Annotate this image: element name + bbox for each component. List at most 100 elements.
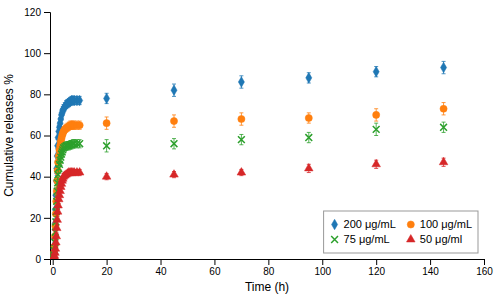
y-tick-mark [44,12,50,13]
y-tick-label: 100 [24,48,41,59]
x-tick-label: 140 [422,266,439,277]
series [50,157,448,259]
legend-item: 100 μg/mL [407,218,472,230]
y-tick-label: 80 [30,89,42,100]
y-tick-mark [44,53,50,54]
point [373,111,380,118]
point [305,114,312,121]
x-tick: 100 [314,259,331,277]
x-tick-label: 20 [102,266,114,277]
y-tick-mark [44,259,50,260]
x-tick-mark [53,259,54,265]
y-tick-mark [44,177,50,178]
legend-symbol [332,219,338,230]
x-tick-label: 40 [155,266,167,277]
x-tick-mark [376,259,377,265]
legend-label: 100 μg/mL [420,218,472,230]
point [103,120,110,127]
y-tick-label: 0 [35,254,41,265]
point [373,66,379,77]
legend-box [324,211,478,253]
x-tick: 160 [476,259,493,277]
x-axis-line [51,260,485,266]
plot: 0 20 40 60 80 100 120 140 160 0 20 40 60 80 100 120 200 … [24,7,493,277]
x-axis-title: Time (h) [245,280,289,294]
point [304,163,313,170]
point [441,62,447,73]
y-tick-label: 20 [30,213,42,224]
x-tick-mark [161,259,162,265]
x-tick-mark [268,259,269,265]
y-tick-label: 120 [24,7,41,18]
point [170,170,179,177]
legend-item: 200 μg/mL [332,218,396,230]
y-tick: 120 [24,7,50,18]
y-tick-label: 60 [30,130,42,141]
x-tick: 60 [209,259,221,277]
legend-label: 75 μg/mL [344,233,390,245]
chart-container: 0 20 40 60 80 100 120 140 160 0 20 40 60 80 100 120 200 … [0,0,500,297]
point [372,159,381,166]
point [103,142,110,149]
y-tick: 20 [30,213,50,224]
legend-item: 50 μg/ml [406,233,462,245]
point [76,140,83,147]
point [171,140,178,147]
x-tick-label: 160 [476,266,493,277]
series [50,122,447,259]
point [52,223,61,230]
legend-label: 50 μg/ml [420,233,462,245]
y-tick: 80 [30,89,50,100]
legend-symbol [407,221,414,228]
y-axis-title: Cumulative releases % [2,74,16,197]
point [170,118,177,125]
legend-item: 75 μg/mL [331,233,390,245]
x-tick: 120 [368,259,385,277]
y-tick-mark [44,94,50,95]
point [305,134,312,141]
x-tick-label: 120 [368,266,385,277]
point [237,168,246,175]
x-tick: 140 [422,259,439,277]
point [373,126,380,133]
x-axis: 0 20 40 60 80 100 120 140 160 [50,259,493,277]
point [440,124,447,131]
series [50,103,447,259]
y-axis-line [44,13,51,260]
x-tick-mark [322,259,323,265]
y-tick-label: 40 [30,171,42,182]
x-tick: 0 [50,259,56,277]
point [238,115,245,122]
y-tick: 0 [35,254,50,265]
point [75,168,84,175]
x-tick: 40 [155,259,167,277]
point [171,85,177,96]
x-tick-label: 60 [209,266,221,277]
chart: 0 20 40 60 80 100 120 140 160 0 20 40 60 80 100 120 200 … [0,0,500,297]
x-tick-label: 100 [314,266,331,277]
point [102,172,111,179]
y-tick-mark [44,218,50,219]
point [104,93,110,104]
legend-symbol [406,235,415,242]
series [50,61,447,259]
y-tick: 40 [30,171,50,182]
x-tick-label: 80 [263,266,275,277]
x-tick-mark [484,259,485,265]
legend-symbol [331,236,338,243]
point [238,136,245,143]
x-tick: 80 [263,259,275,277]
point [53,215,62,222]
x-tick-mark [214,259,215,265]
y-axis: 0 20 40 60 80 100 120 [24,7,50,265]
x-tick-mark [107,259,108,265]
point [238,77,244,88]
x-tick-label: 0 [50,266,56,277]
x-tick: 20 [102,259,114,277]
y-tick: 60 [30,130,50,141]
y-tick-mark [44,136,50,137]
y-tick: 100 [24,48,50,59]
marks [50,61,448,259]
point [440,105,447,112]
point [439,157,448,164]
